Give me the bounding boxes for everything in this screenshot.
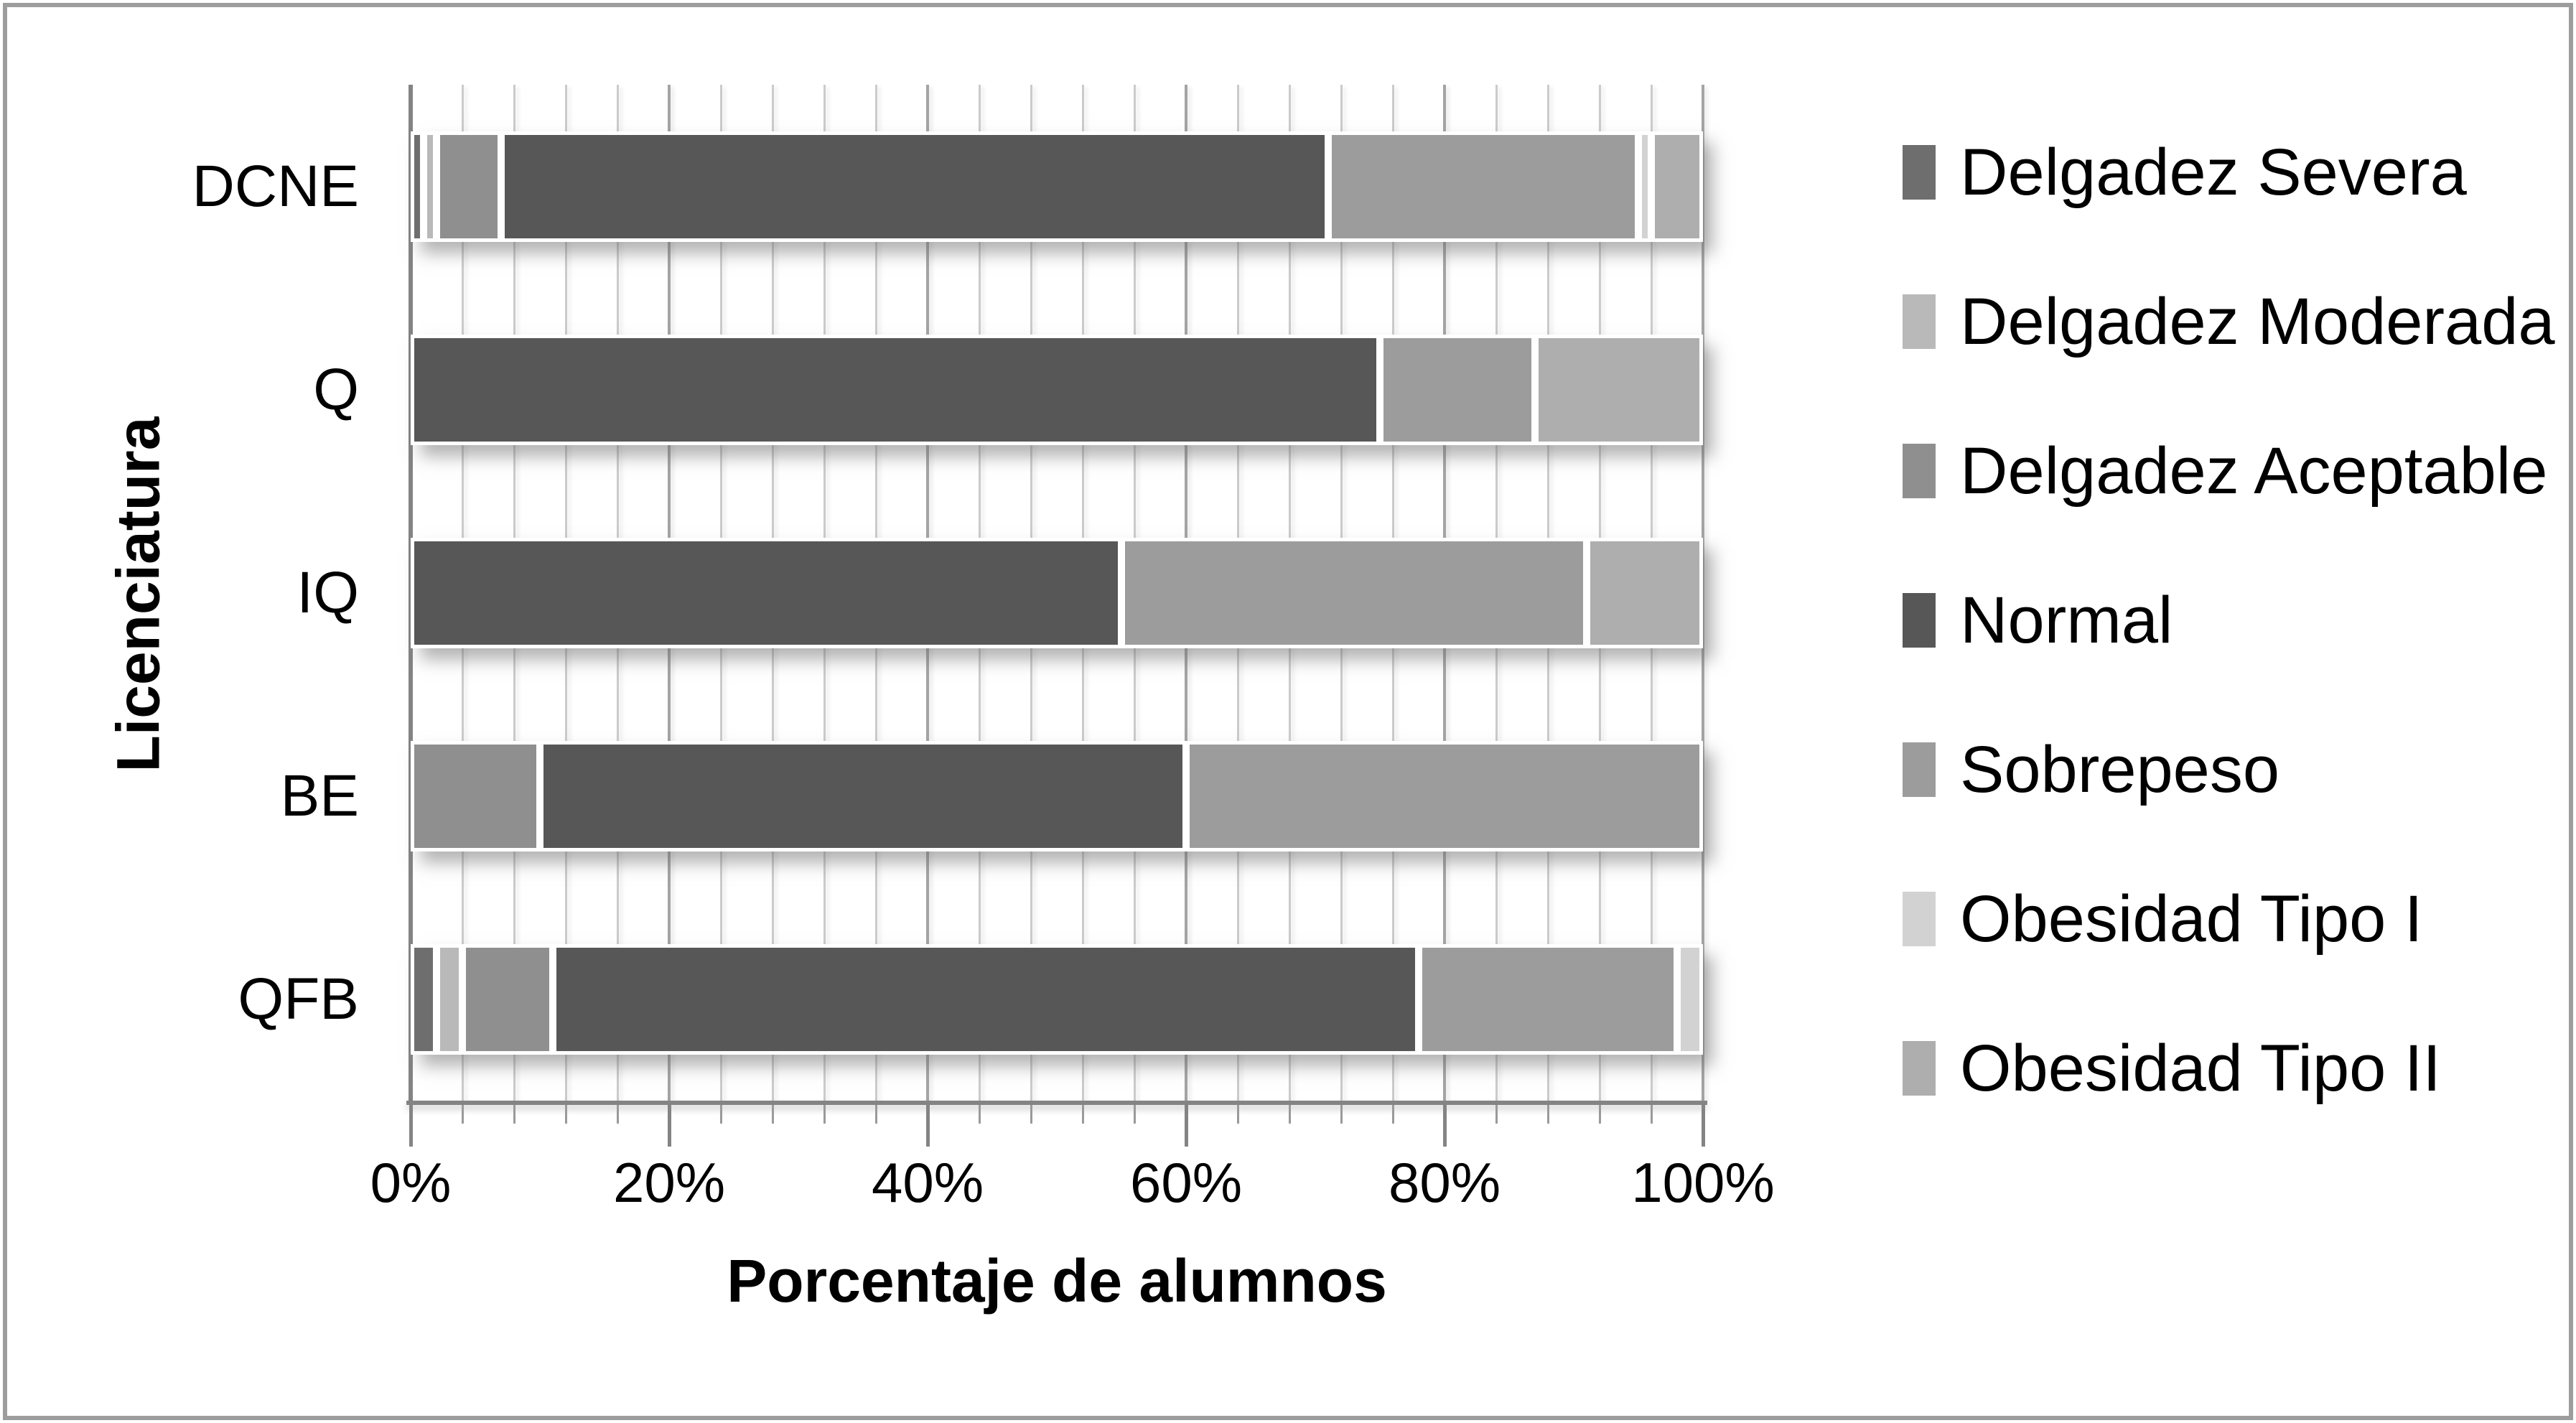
x-axis-minor-tick: [1651, 1105, 1653, 1124]
x-axis-minor-tick: [462, 1105, 464, 1124]
x-tick-label-0pct: 0%: [370, 1151, 452, 1214]
x-axis-minor-tick: [772, 1105, 774, 1124]
x-tick-label-100pct: 100%: [1631, 1151, 1775, 1214]
legend-swatch-icon: [1903, 892, 1936, 946]
legend-label: Normal: [1960, 584, 2173, 657]
x-axis-minor-tick: [1392, 1105, 1394, 1124]
x-axis-minor-tick: [1289, 1105, 1291, 1124]
x-axis-major-tick: [1702, 1105, 1705, 1147]
bar-DCNE: [411, 131, 1703, 242]
x-axis-minor-tick: [1030, 1105, 1032, 1124]
bar-segment-IQ-sobrepeso: [1121, 537, 1587, 648]
x-axis-minor-tick: [823, 1105, 826, 1124]
x-axis-line: [406, 1101, 1707, 1105]
legend-swatch-icon: [1903, 444, 1936, 498]
x-axis-minor-tick: [513, 1105, 515, 1124]
bar-Q: [411, 334, 1703, 445]
x-axis-minor-tick: [1547, 1105, 1549, 1124]
bar-segment-DCNE-delgadez-moderada: [424, 131, 437, 242]
bar-segment-BE-normal: [540, 740, 1186, 852]
legend-item-obesidad-tipo-ii: Obesidad Tipo II: [1903, 1034, 2441, 1103]
x-tick-label-40pct: 40%: [871, 1151, 984, 1214]
x-tick-label-80pct: 80%: [1388, 1151, 1501, 1214]
x-axis-minor-tick: [1340, 1105, 1343, 1124]
x-tick-label-60pct: 60%: [1129, 1151, 1243, 1214]
bar-segment-Q-sobrepeso: [1380, 334, 1535, 445]
x-axis-minor-tick: [1495, 1105, 1498, 1124]
bar-segment-DCNE-obesidad-tipo-ii: [1651, 131, 1703, 242]
x-axis-title: Porcentaje de alumnos: [727, 1247, 1387, 1315]
major-gridline: [1702, 85, 1704, 1101]
bar-BE: [411, 740, 1703, 852]
bar-segment-DCNE-sobrepeso: [1328, 131, 1638, 242]
bar-segment-QFB-delgadez-aceptable: [462, 943, 553, 1055]
bar-segment-QFB-obesidad-tipo-i: [1677, 943, 1703, 1055]
category-label-IQ: IQ: [297, 559, 359, 625]
legend-swatch-icon: [1903, 145, 1936, 200]
bar-segment-QFB-normal: [553, 943, 1419, 1055]
x-axis-minor-tick: [1082, 1105, 1084, 1124]
legend-label: Delgadez Aceptable: [1960, 434, 2548, 508]
bar-segment-QFB-delgadez-severa: [411, 943, 437, 1055]
x-axis-minor-tick: [565, 1105, 567, 1124]
legend-item-delgadez-severa: Delgadez Severa: [1903, 138, 2467, 207]
legend-item-delgadez-aceptable: Delgadez Aceptable: [1903, 437, 2547, 505]
category-label-QFB: QFB: [238, 966, 359, 1032]
legend-label: Delgadez Severa: [1960, 136, 2467, 209]
legend-label: Sobrepeso: [1960, 733, 2279, 806]
legend-item-delgadez-moderada: Delgadez Moderada: [1903, 287, 2555, 356]
bar-segment-Q-normal: [411, 334, 1380, 445]
bar-segment-QFB-sobrepeso: [1419, 943, 1677, 1055]
bar-segment-BE-sobrepeso: [1186, 740, 1703, 852]
x-tick-label-20pct: 20%: [612, 1151, 726, 1214]
x-axis-minor-tick: [1237, 1105, 1239, 1124]
x-axis-major-tick: [1185, 1105, 1188, 1147]
x-axis-minor-tick: [1599, 1105, 1601, 1124]
x-axis-major-tick: [409, 1105, 413, 1147]
bar-segment-DCNE-delgadez-aceptable: [437, 131, 501, 242]
category-label-Q: Q: [313, 356, 359, 422]
bar-QFB: [411, 943, 1703, 1055]
x-axis-minor-tick: [979, 1105, 981, 1124]
bar-segment-IQ-obesidad-tipo-ii: [1587, 537, 1703, 648]
x-axis-minor-tick: [875, 1105, 877, 1124]
legend-label: Obesidad Tipo I: [1960, 882, 2423, 956]
x-axis-minor-tick: [720, 1105, 722, 1124]
x-axis-major-tick: [668, 1105, 671, 1147]
legend-item-obesidad-tipo-i: Obesidad Tipo I: [1903, 885, 2422, 953]
bar-segment-QFB-delgadez-moderada: [437, 943, 462, 1055]
legend-item-sobrepeso: Sobrepeso: [1903, 735, 2279, 804]
category-label-BE: BE: [280, 762, 359, 829]
bar-segment-IQ-normal: [411, 537, 1121, 648]
x-axis-major-tick: [1443, 1105, 1447, 1147]
bar-segment-Q-obesidad-tipo-ii: [1535, 334, 1703, 445]
bar-segment-DCNE-normal: [501, 131, 1328, 242]
x-axis-major-tick: [926, 1105, 930, 1147]
legend-swatch-icon: [1903, 742, 1936, 797]
bar-IQ: [411, 537, 1703, 648]
legend-label: Obesidad Tipo II: [1960, 1032, 2441, 1105]
x-axis-minor-tick: [617, 1105, 619, 1124]
bar-segment-BE-delgadez-aceptable: [411, 740, 540, 852]
bar-segment-DCNE-obesidad-tipo-i: [1638, 131, 1651, 242]
category-label-DCNE: DCNE: [192, 153, 359, 219]
x-axis-minor-tick: [1134, 1105, 1136, 1124]
bar-segment-DCNE-delgadez-severa: [411, 131, 424, 242]
legend-swatch-icon: [1903, 294, 1936, 349]
legend-swatch-icon: [1903, 593, 1936, 648]
legend-label: Delgadez Moderada: [1960, 285, 2555, 358]
legend-item-normal: Normal: [1903, 586, 2173, 655]
y-axis-title: Licenciatura: [104, 416, 172, 773]
legend-swatch-icon: [1903, 1041, 1936, 1096]
